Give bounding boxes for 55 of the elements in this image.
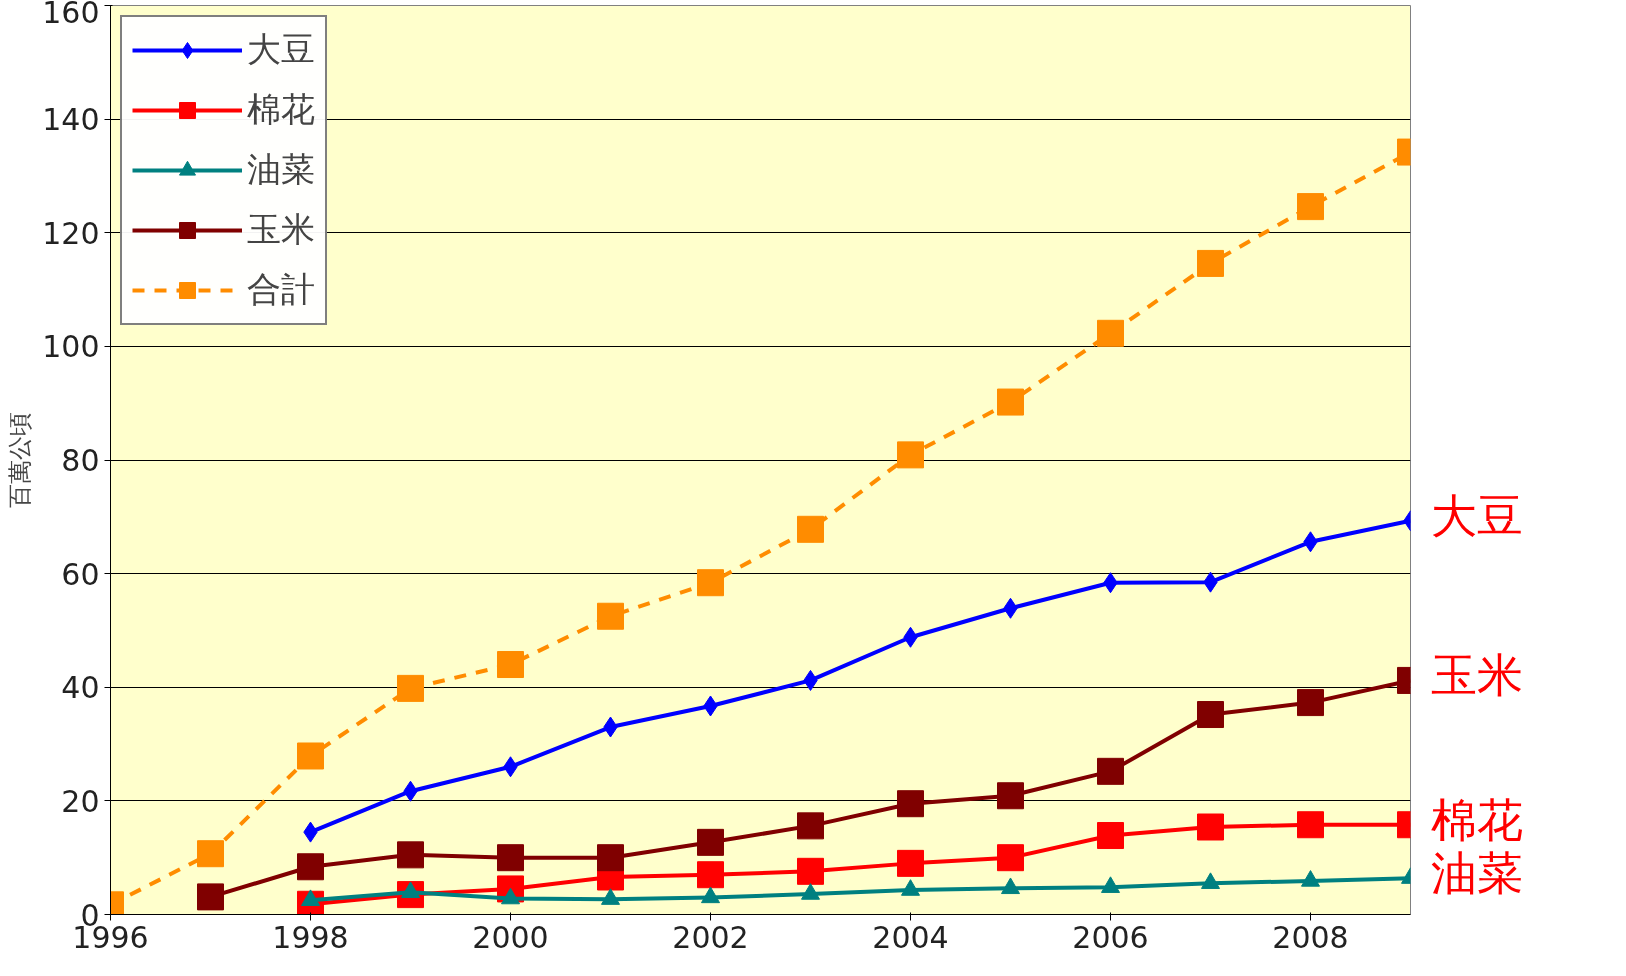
point [1097, 757, 1124, 785]
legend-label: 玉米 [247, 208, 315, 251]
point [1197, 249, 1224, 277]
legend-label: 合計 [247, 268, 315, 311]
x-tick-label: 2004 [872, 919, 949, 955]
text: 玉米 [1430, 648, 1523, 703]
point [897, 849, 924, 877]
text: 油菜 [1430, 846, 1523, 901]
point [497, 651, 524, 679]
x-tick-label: 1998 [272, 919, 349, 955]
legend-label: 棉花 [247, 88, 315, 131]
point [1197, 701, 1224, 729]
point [797, 812, 824, 840]
legend-label: 大豆 [247, 28, 315, 71]
point [1197, 813, 1224, 841]
point [197, 883, 224, 911]
y-tick-label: 40 [61, 670, 100, 706]
point [1097, 822, 1124, 850]
point [697, 828, 724, 856]
y-axis-title: 百萬公頃 [6, 412, 35, 508]
point [1297, 193, 1324, 221]
x-tick-label: 2006 [1072, 919, 1149, 955]
point [997, 388, 1024, 416]
point [1297, 811, 1324, 839]
point [997, 782, 1024, 810]
point [1097, 319, 1124, 347]
x-tick-label: 2002 [672, 919, 749, 955]
point [897, 790, 924, 818]
y-tick-label: 80 [61, 443, 100, 478]
legend-label: 油菜 [247, 148, 315, 191]
point [1297, 689, 1324, 717]
point [997, 844, 1024, 872]
y-tick-label: 100 [42, 329, 100, 365]
y-tick-label: 20 [61, 783, 100, 819]
point [697, 861, 724, 889]
y-tick-label: 120 [42, 215, 100, 251]
point [197, 840, 224, 868]
point [397, 674, 424, 702]
point [697, 569, 724, 597]
y-tick-label: 160 [42, 0, 100, 30]
x-tick-label: 2000 [472, 919, 549, 955]
text: 大豆 [1430, 488, 1523, 543]
point [397, 841, 424, 869]
point [597, 844, 624, 872]
point [797, 857, 824, 885]
text: 棉花 [1430, 792, 1523, 847]
y-tick-label: 60 [61, 556, 100, 592]
point [297, 853, 324, 881]
point [497, 844, 524, 872]
point [297, 742, 324, 770]
y-tick-label: 140 [42, 102, 100, 138]
point [597, 602, 624, 630]
point [897, 441, 924, 469]
point [797, 515, 824, 543]
x-tick-label: 2008 [1272, 919, 1349, 955]
